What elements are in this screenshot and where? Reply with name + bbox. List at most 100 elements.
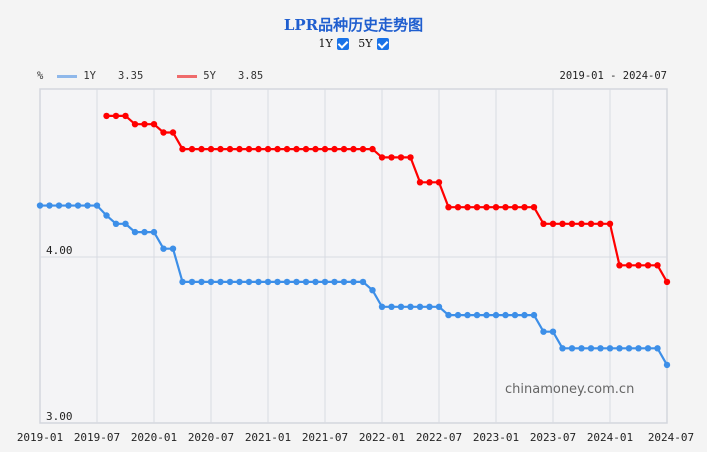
data-point[interactable] xyxy=(388,303,395,310)
data-point[interactable] xyxy=(207,278,215,286)
data-point[interactable] xyxy=(217,278,224,286)
data-point[interactable] xyxy=(283,278,291,286)
data-point[interactable] xyxy=(179,145,186,153)
data-point[interactable] xyxy=(198,145,205,153)
data-point[interactable] xyxy=(302,278,310,286)
checkbox-1y[interactable] xyxy=(336,37,349,50)
data-point[interactable] xyxy=(549,220,557,227)
data-point[interactable] xyxy=(426,303,433,310)
data-point[interactable] xyxy=(255,278,262,286)
data-point[interactable] xyxy=(302,145,310,153)
data-point[interactable] xyxy=(454,204,462,211)
data-point[interactable] xyxy=(103,212,110,219)
data-point[interactable] xyxy=(568,345,576,352)
data-point[interactable] xyxy=(464,311,471,319)
data-point[interactable] xyxy=(483,204,490,211)
data-point[interactable] xyxy=(378,303,386,310)
data-point[interactable] xyxy=(530,204,538,211)
data-point[interactable] xyxy=(46,202,53,209)
data-point[interactable] xyxy=(654,345,661,352)
data-point[interactable] xyxy=(502,204,509,211)
data-point[interactable] xyxy=(606,220,614,227)
data-point[interactable] xyxy=(226,145,234,153)
data-point[interactable] xyxy=(644,345,652,352)
toggle-1y[interactable]: 1Y xyxy=(318,37,349,50)
data-point[interactable] xyxy=(274,145,281,153)
data-point[interactable] xyxy=(331,278,338,286)
toggle-5y[interactable]: 5Y xyxy=(358,37,389,50)
data-point[interactable] xyxy=(597,220,604,227)
data-point[interactable] xyxy=(616,262,623,269)
data-point[interactable] xyxy=(359,145,367,153)
data-point[interactable] xyxy=(321,145,329,153)
data-point[interactable] xyxy=(188,278,196,286)
data-point[interactable] xyxy=(606,345,614,352)
data-point[interactable] xyxy=(616,345,623,352)
data-point[interactable] xyxy=(597,345,604,352)
data-point[interactable] xyxy=(160,129,167,136)
data-point[interactable] xyxy=(625,262,633,269)
data-point[interactable] xyxy=(236,278,243,286)
data-point[interactable] xyxy=(663,278,671,286)
data-point[interactable] xyxy=(179,278,186,286)
data-point[interactable] xyxy=(502,311,509,319)
data-point[interactable] xyxy=(264,278,272,286)
data-point[interactable] xyxy=(93,202,101,209)
data-point[interactable] xyxy=(559,220,566,227)
data-point[interactable] xyxy=(131,228,139,236)
data-point[interactable] xyxy=(426,179,433,186)
data-point[interactable] xyxy=(226,278,234,286)
data-point[interactable] xyxy=(635,345,642,352)
data-point[interactable] xyxy=(74,202,82,209)
data-point[interactable] xyxy=(521,204,528,211)
data-point[interactable] xyxy=(274,278,281,286)
data-point[interactable] xyxy=(160,245,167,252)
data-point[interactable] xyxy=(492,311,500,319)
data-point[interactable] xyxy=(464,204,471,211)
data-point[interactable] xyxy=(568,220,576,227)
data-point[interactable] xyxy=(245,278,253,286)
data-point[interactable] xyxy=(150,228,158,236)
data-point[interactable] xyxy=(65,202,72,209)
data-point[interactable] xyxy=(112,220,120,227)
data-point[interactable] xyxy=(587,345,595,352)
data-point[interactable] xyxy=(312,145,319,153)
data-point[interactable] xyxy=(492,204,500,211)
data-point[interactable] xyxy=(578,345,585,352)
data-point[interactable] xyxy=(511,204,519,211)
data-point[interactable] xyxy=(483,311,490,319)
series-5y[interactable] xyxy=(103,112,671,286)
data-point[interactable] xyxy=(397,303,405,310)
data-point[interactable] xyxy=(293,278,300,286)
data-point[interactable] xyxy=(397,154,405,161)
data-point[interactable] xyxy=(350,145,357,153)
data-point[interactable] xyxy=(84,202,91,209)
data-point[interactable] xyxy=(207,145,215,153)
data-point[interactable] xyxy=(141,121,148,128)
data-point[interactable] xyxy=(321,278,329,286)
data-point[interactable] xyxy=(644,262,652,269)
data-point[interactable] xyxy=(55,202,63,209)
data-point[interactable] xyxy=(359,278,367,286)
data-point[interactable] xyxy=(521,311,528,319)
data-point[interactable] xyxy=(530,311,538,319)
data-point[interactable] xyxy=(473,204,481,211)
data-point[interactable] xyxy=(578,220,585,227)
data-point[interactable] xyxy=(540,328,547,335)
series-1y[interactable] xyxy=(36,202,671,369)
data-point[interactable] xyxy=(416,179,424,186)
data-point[interactable] xyxy=(198,278,205,286)
data-point[interactable] xyxy=(625,345,633,352)
data-point[interactable] xyxy=(264,145,272,153)
data-point[interactable] xyxy=(150,121,158,128)
data-point[interactable] xyxy=(236,145,243,153)
data-point[interactable] xyxy=(445,204,452,211)
data-point[interactable] xyxy=(283,145,291,153)
data-point[interactable] xyxy=(169,129,177,136)
data-point[interactable] xyxy=(340,278,348,286)
data-point[interactable] xyxy=(407,154,414,161)
data-point[interactable] xyxy=(435,179,443,186)
data-point[interactable] xyxy=(635,262,642,269)
data-point[interactable] xyxy=(312,278,319,286)
